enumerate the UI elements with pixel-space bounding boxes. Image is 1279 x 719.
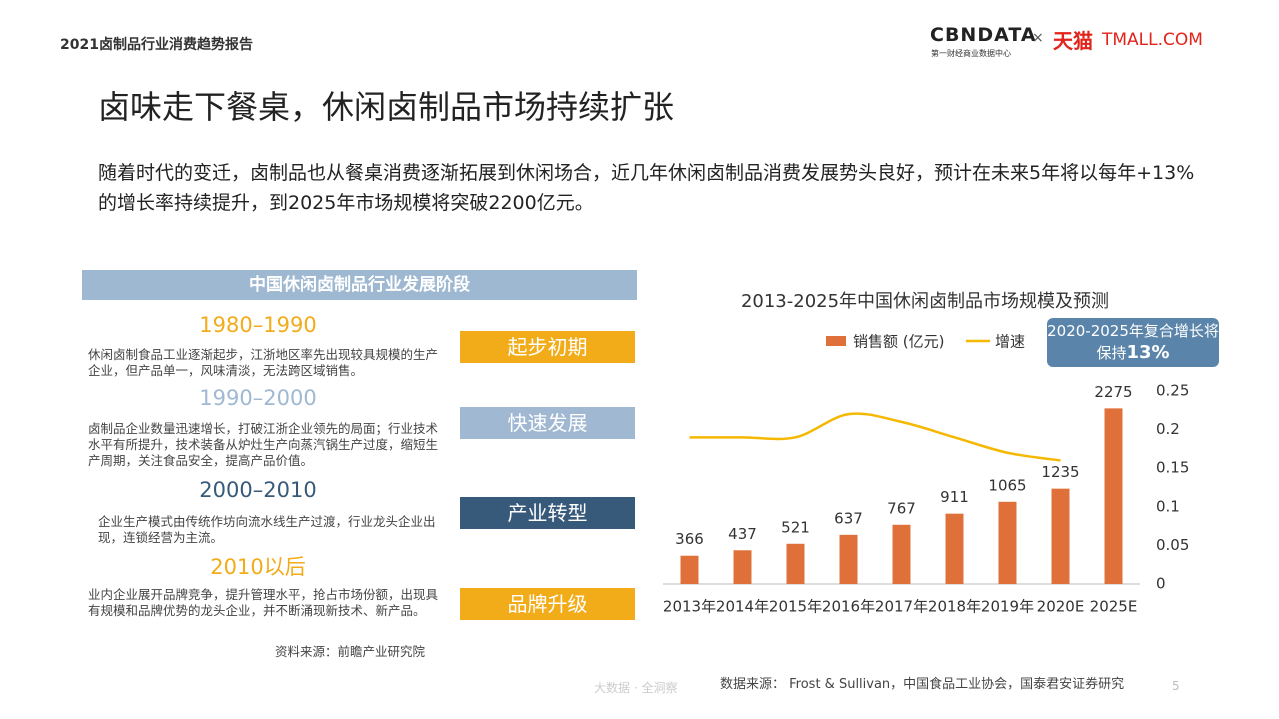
- stage-label: 快速发展: [460, 407, 635, 439]
- x-tick-label: 2019年: [981, 598, 1034, 616]
- y2-tick-label: 0.05: [1156, 536, 1189, 554]
- stage-description: 企业生产模式由传统作坊向流水线生产过渡，行业龙头企业出现，连锁经营为主流。: [98, 514, 436, 545]
- stage-period: 1980–1990: [199, 313, 317, 337]
- logo-tmall: 天猫: [1053, 29, 1093, 53]
- value-label: 366: [675, 530, 704, 548]
- source: 资料来源：前瞻产业研究院: [275, 644, 426, 659]
- bar: [733, 550, 752, 584]
- stage-description: 卤制品企业数量迅速增长，打破江浙企业领先的局面；行业技术水平有所提升，技术装备从…: [88, 421, 439, 468]
- slide-title: 卤味走下餐桌，休闲卤制品市场持续扩张: [98, 88, 675, 126]
- logo-tmall-en: TMALL.COM: [1102, 30, 1203, 50]
- stage-label: 产业转型: [460, 497, 635, 529]
- bar: [680, 555, 699, 584]
- x-tick-label: 2025E: [1090, 598, 1138, 616]
- callout-text: 2020-2025年复合增长将保持: [1047, 322, 1219, 362]
- y2-tick-label: 0.15: [1156, 459, 1189, 477]
- x-tick-label: 2016年: [822, 598, 875, 616]
- stage-description: 休闲卤制食品工业逐渐起步，江浙地区率先出现较具规模的生产企业，但产品单一，风味清…: [88, 347, 439, 378]
- bar: [892, 524, 911, 584]
- legend-swatch: [826, 336, 846, 346]
- bar: [839, 534, 858, 584]
- value-label: 437: [728, 525, 757, 543]
- chart-source: 数据来源： Frost & Sullivan，中国食品工业协会，国泰君安证券研究: [720, 677, 1125, 692]
- legend-label: 增速: [995, 333, 1025, 351]
- callout: 2020-2025年复合增长将保持13%: [1047, 318, 1219, 367]
- y2-tick-label: 0.1: [1156, 497, 1180, 515]
- x-tick-label: 2017年: [875, 598, 928, 616]
- chart-title: 2013-2025年中国休闲卤制品市场规模及预测: [741, 291, 1109, 312]
- x-tick-label: 2013年: [663, 598, 716, 616]
- legend-label: 销售额 (亿元): [853, 333, 944, 351]
- growth-line: [689, 412, 1061, 462]
- y2-tick-label: 0.25: [1156, 382, 1189, 400]
- value-label: 637: [834, 509, 863, 527]
- stage-period: 2010以后: [210, 555, 306, 579]
- value-label: 2275: [1094, 383, 1132, 401]
- stage-label: 起步初期: [460, 331, 635, 363]
- bar: [945, 513, 964, 584]
- bar: [998, 501, 1017, 584]
- stage-period: 1990–2000: [199, 386, 317, 410]
- stage-description: 业内企业展开品牌竞争，提升管理水平，抢占市场份额，出现具有规模和品牌优势的龙头企…: [88, 587, 439, 618]
- callout-highlight: 13%: [1126, 342, 1170, 363]
- bar: [1051, 488, 1070, 584]
- x-tick-label: 2020E: [1037, 598, 1085, 616]
- x-tick-label: 2014年: [716, 598, 769, 616]
- page-number: 5: [1172, 679, 1180, 693]
- stage-period: 2000–2010: [199, 478, 317, 502]
- value-label: 521: [781, 518, 810, 536]
- x-tick-label: 2018年: [928, 598, 981, 616]
- report-name: 2021卤制品行业消费趋势报告: [60, 37, 253, 53]
- value-label: 1235: [1041, 463, 1079, 481]
- bar: [786, 543, 805, 584]
- stage-label: 品牌升级: [460, 588, 635, 620]
- value-label: 911: [940, 488, 969, 506]
- logo-sub: 第一财经商业数据中心: [931, 49, 1011, 58]
- logo: CBNDATA: [930, 24, 1037, 46]
- panel-heading: 中国休闲卤制品行业发展阶段: [82, 270, 637, 300]
- logo-times: ×: [1032, 30, 1044, 46]
- intro: 随着时代的变迁，卤制品也从餐桌消费逐渐拓展到休闲场合，近几年休闲卤制品消费发展势…: [98, 162, 1195, 214]
- value-label: 1065: [988, 476, 1026, 494]
- y2-tick-label: 0: [1156, 575, 1166, 593]
- value-label: 767: [887, 499, 916, 517]
- bar: [1104, 408, 1123, 584]
- slogan: 大数据 · 全洞察: [594, 681, 678, 695]
- y2-tick-label: 0.2: [1156, 420, 1180, 438]
- x-tick-label: 2015年: [769, 598, 822, 616]
